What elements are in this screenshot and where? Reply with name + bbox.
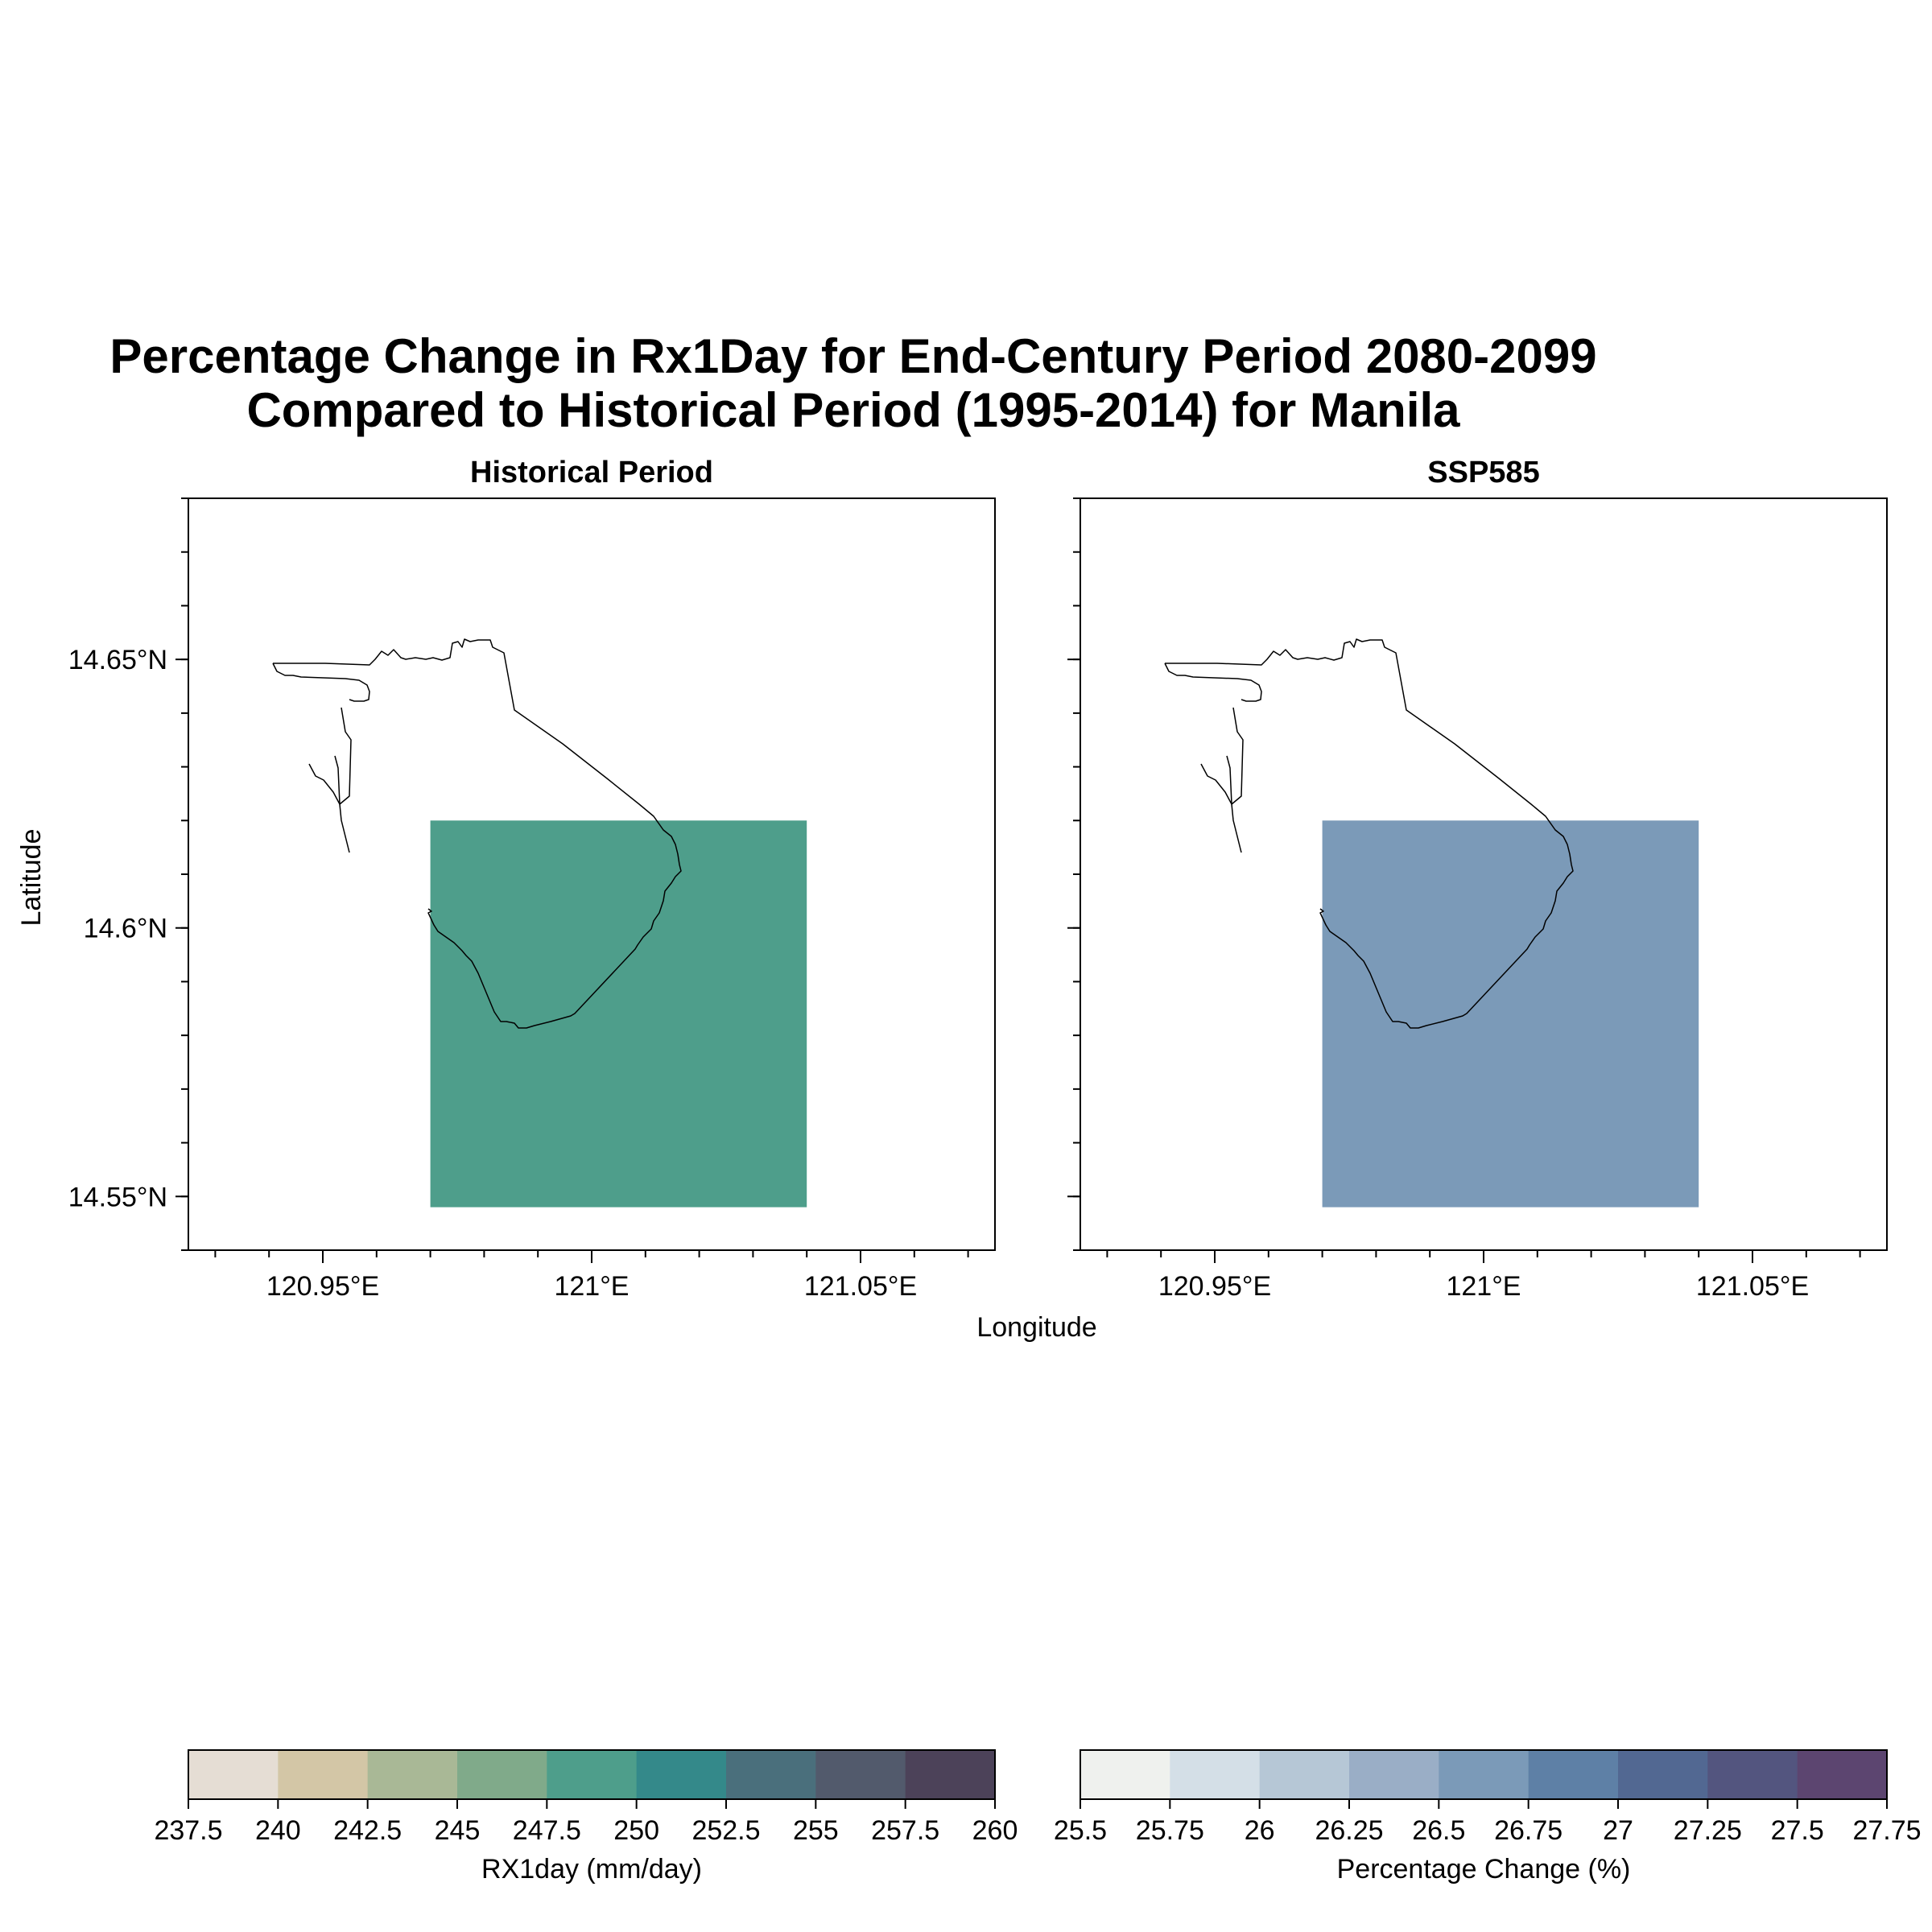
colorbar-tick-label: 247.5 <box>513 1815 581 1846</box>
colorbar-tick-label: 242.5 <box>333 1815 402 1846</box>
x-tick-label: 121°E <box>1446 1271 1521 1302</box>
y-tick-label: 14.55°N <box>68 1182 167 1212</box>
coastline <box>1164 638 1574 1029</box>
colorbar-frame <box>188 1749 996 1800</box>
colorbar-tick-label: 26.25 <box>1315 1815 1383 1846</box>
colorbar-tick-label: 260 <box>972 1815 1018 1846</box>
colorbar-swatch <box>1618 1750 1708 1799</box>
colorbar-tick-label: 25.75 <box>1136 1815 1204 1846</box>
colorbar-tick-label: 26 <box>1245 1815 1275 1846</box>
panel-historical: Historical Period 120.95°E 121°E 121.05°E 14… <box>68 456 996 1302</box>
x-tick-label: 120.95°E <box>266 1271 379 1302</box>
x-tick-label: 120.95°E <box>1158 1271 1271 1302</box>
colorbar-swatch <box>1170 1750 1261 1799</box>
colorbar-label: Percentage Change (%) <box>1337 1854 1631 1885</box>
colorbar-swatch <box>278 1750 369 1799</box>
colorbar-swatch <box>815 1750 906 1799</box>
panel-title: Historical Period <box>470 456 713 489</box>
coastline-segment <box>1164 663 1262 702</box>
colorbar-swatch <box>547 1750 638 1799</box>
colorbar-label: RX1day (mm/day) <box>481 1854 702 1885</box>
colorbar-frame <box>1080 1749 1888 1800</box>
colorbar-tick-label: 27 <box>1603 1815 1633 1846</box>
y-tick-label: 14.6°N <box>84 914 167 944</box>
colorbar-swatch <box>367 1750 458 1799</box>
coastline <box>272 638 682 1029</box>
colorbar-swatch <box>457 1750 547 1799</box>
colorbar-swatch <box>1439 1750 1530 1799</box>
coastline-segment <box>1226 707 1244 805</box>
colorbar-tick-label: 252.5 <box>691 1815 760 1846</box>
data-cell <box>430 820 807 1208</box>
colorbar-tick-label: 27.25 <box>1674 1815 1742 1846</box>
colorbar-tick-label: 257.5 <box>871 1815 939 1846</box>
colorbar-swatch <box>1528 1750 1619 1799</box>
coastline-segment <box>1165 638 1574 1029</box>
colorbar-tick-label: 240 <box>255 1815 301 1846</box>
colorbar-tick-label: 26.5 <box>1412 1815 1465 1846</box>
figure-title-line1: Percentage Change in Rx1Day for End-Cent… <box>109 329 1596 383</box>
colorbar-tick-label: 245 <box>435 1815 481 1846</box>
figure-title-line2: Compared to Historical Period (1995-2014… <box>246 383 1460 437</box>
colorbar-rx1day: 237.5 240 242.5 245 247.5 250 252.5 255 257.5 260… <box>154 1749 1018 1885</box>
x-tick-label: 121°E <box>554 1271 629 1302</box>
colorbar-swatch <box>905 1750 996 1799</box>
colorbar-swatch <box>1797 1750 1888 1799</box>
colorbar-tick-label: 26.75 <box>1494 1815 1563 1846</box>
colorbar-swatch <box>188 1750 279 1799</box>
colorbar-swatch <box>1707 1750 1798 1799</box>
colorbar-swatch <box>726 1750 816 1799</box>
y-tick-label: 14.65°N <box>68 645 167 675</box>
colorbar-percentage-change: 25.5 25.75 26 26.25 26.5 26.75 27 27.25 27.5 27.7… <box>1054 1749 1922 1885</box>
x-tick-label: 121.05°E <box>804 1271 917 1302</box>
coastline-segment <box>308 763 350 853</box>
data-cell <box>1322 820 1699 1208</box>
colorbar-tick-label: 27.5 <box>1771 1815 1824 1846</box>
colorbar-tick-label: 250 <box>613 1815 659 1846</box>
colorbar-swatch <box>1259 1750 1350 1799</box>
coastline-segment <box>334 707 352 805</box>
coastline-segment <box>272 663 370 702</box>
panel-ssp585: SSP585 120.95°E 121°E 121.05°E <box>1067 456 1888 1302</box>
x-tick-label: 121.05°E <box>1696 1271 1809 1302</box>
coastline-segment <box>273 638 682 1029</box>
colorbar-tick-label: 237.5 <box>154 1815 222 1846</box>
colorbar-swatch <box>1349 1750 1439 1799</box>
xlabel: Longitude <box>976 1312 1096 1343</box>
colorbar-tick-label: 27.75 <box>1852 1815 1921 1846</box>
coastline-segment <box>1200 763 1242 853</box>
ylabel: Latitude <box>16 829 47 927</box>
colorbar-swatch <box>1080 1750 1170 1799</box>
panel-title: SSP585 <box>1427 456 1539 489</box>
colorbar-swatch <box>636 1750 727 1799</box>
colorbar-tick-label: 25.5 <box>1054 1815 1107 1846</box>
colorbar-tick-label: 255 <box>793 1815 839 1846</box>
